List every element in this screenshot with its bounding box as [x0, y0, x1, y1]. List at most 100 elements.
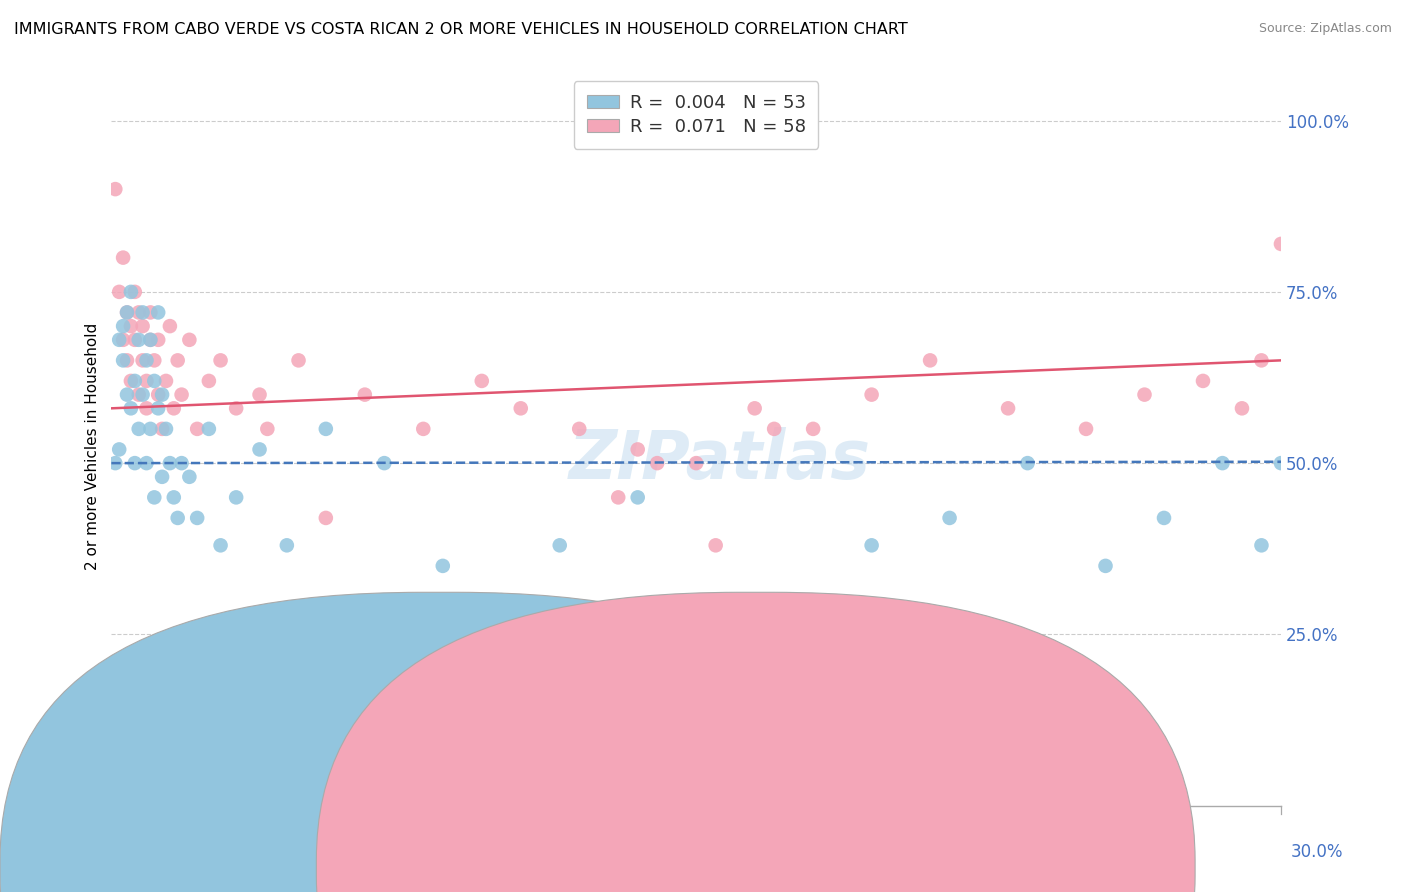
Point: [645, 456, 668, 470]
Point: [131, 387, 153, 401]
Point: [128, 305, 150, 319]
Point: [627, 491, 650, 505]
Point: [124, 333, 146, 347]
Point: [112, 319, 135, 334]
Point: [860, 538, 883, 552]
Point: [373, 456, 395, 470]
Point: [179, 333, 201, 347]
Point: [148, 401, 170, 416]
Point: [115, 305, 138, 319]
Point: [112, 333, 135, 347]
Point: [685, 456, 707, 470]
Point: [112, 353, 135, 368]
Point: [198, 422, 221, 436]
Point: [135, 353, 157, 368]
Point: [139, 422, 162, 436]
Point: [938, 511, 960, 525]
Point: [276, 538, 298, 552]
Point: [139, 333, 162, 347]
Point: [148, 333, 170, 347]
Point: [1192, 374, 1215, 388]
Point: [120, 374, 142, 388]
Point: [548, 538, 571, 552]
Point: [1133, 387, 1156, 401]
Point: [170, 456, 193, 470]
Point: [801, 422, 824, 436]
Point: [112, 251, 135, 265]
Text: IMMIGRANTS FROM CABO VERDE VS COSTA RICAN 2 OR MORE VEHICLES IN HOUSEHOLD CORREL: IMMIGRANTS FROM CABO VERDE VS COSTA RICA…: [14, 22, 908, 37]
Text: 0.0%: 0.0%: [77, 843, 120, 861]
Point: [163, 491, 186, 505]
Point: [166, 353, 188, 368]
Point: [471, 374, 494, 388]
Point: [108, 333, 131, 347]
Point: [155, 374, 177, 388]
Point: [139, 333, 162, 347]
Point: [1270, 236, 1292, 251]
Point: [159, 456, 181, 470]
Point: [256, 422, 278, 436]
Point: [997, 401, 1019, 416]
Point: [353, 387, 375, 401]
Point: [209, 353, 232, 368]
Text: 30.0%: 30.0%: [1291, 843, 1343, 861]
Point: [509, 401, 531, 416]
Point: [124, 285, 146, 299]
Point: [143, 491, 166, 505]
Point: [225, 491, 247, 505]
Point: [1094, 558, 1116, 573]
Point: [1230, 401, 1253, 416]
Point: [315, 422, 337, 436]
Text: ZIPatlas: ZIPatlas: [568, 427, 870, 493]
Point: [150, 422, 173, 436]
Point: [135, 401, 157, 416]
Point: [704, 538, 727, 552]
Point: [131, 353, 153, 368]
Point: [412, 422, 434, 436]
Point: [131, 305, 153, 319]
Point: [150, 470, 173, 484]
Point: [763, 422, 786, 436]
Point: [249, 442, 271, 457]
Point: [186, 422, 208, 436]
Point: [115, 387, 138, 401]
Point: [108, 285, 131, 299]
Point: [135, 456, 157, 470]
Point: [920, 353, 942, 368]
Point: [1270, 456, 1292, 470]
Point: [120, 285, 142, 299]
Point: [120, 319, 142, 334]
Point: [186, 511, 208, 525]
Point: [163, 401, 186, 416]
Point: [249, 387, 271, 401]
Point: [287, 353, 309, 368]
Point: [179, 470, 201, 484]
Point: [128, 333, 150, 347]
Point: [860, 387, 883, 401]
Point: [120, 401, 142, 416]
Point: [225, 401, 247, 416]
Point: [315, 511, 337, 525]
Point: [744, 401, 766, 416]
Point: [143, 374, 166, 388]
Text: Source: ZipAtlas.com: Source: ZipAtlas.com: [1258, 22, 1392, 36]
Point: [155, 422, 177, 436]
Point: [1017, 456, 1039, 470]
Point: [128, 387, 150, 401]
Point: [139, 305, 162, 319]
Point: [1211, 456, 1233, 470]
Point: [1250, 538, 1272, 552]
Point: [150, 387, 173, 401]
Point: [124, 374, 146, 388]
Point: [627, 442, 650, 457]
Point: [1153, 511, 1175, 525]
Point: [568, 422, 591, 436]
Point: [159, 319, 181, 334]
Point: [115, 305, 138, 319]
Point: [198, 374, 221, 388]
Legend: R =  0.004   N = 53, R =  0.071   N = 58: R = 0.004 N = 53, R = 0.071 N = 58: [574, 81, 818, 149]
Point: [166, 511, 188, 525]
Point: [115, 353, 138, 368]
Point: [104, 456, 127, 470]
Point: [170, 387, 193, 401]
